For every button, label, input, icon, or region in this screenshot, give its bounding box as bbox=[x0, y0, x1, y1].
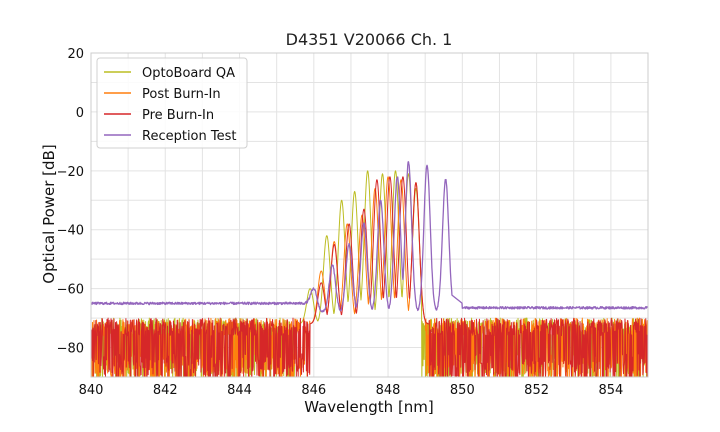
x-tick-label: 846 bbox=[301, 383, 326, 398]
series-layer bbox=[91, 161, 648, 377]
y-tick-label: −60 bbox=[57, 283, 84, 298]
y-tick-label: −40 bbox=[57, 224, 84, 239]
y-tick-label: −20 bbox=[57, 165, 84, 180]
plot-frame bbox=[90, 52, 649, 378]
legend-label-optoboard-qa: OptoBoard QA bbox=[142, 66, 235, 81]
legend-label-reception-test: Reception Test bbox=[142, 129, 236, 144]
x-tick-label: 844 bbox=[227, 383, 252, 398]
series-line-reception-test bbox=[91, 161, 648, 313]
x-tick-label: 850 bbox=[450, 383, 475, 398]
x-tick-label: 848 bbox=[376, 383, 401, 398]
legend-box bbox=[96, 57, 248, 149]
chart-title: D4351 V20066 Ch. 1 bbox=[286, 30, 453, 49]
x-tick-label: 852 bbox=[524, 383, 549, 398]
legend-label-post-burn-in: Post Burn-In bbox=[142, 87, 221, 102]
legend-label-pre-burn-in: Pre Burn-In bbox=[142, 108, 214, 123]
x-axis-label: Wavelength [nm] bbox=[304, 398, 434, 416]
x-tick-labels: 840 842 844 846 848 850 852 854 bbox=[79, 383, 624, 398]
x-tick-label: 854 bbox=[598, 383, 623, 398]
x-tick-label: 840 bbox=[79, 383, 104, 398]
y-tick-labels: 20 0 −20 −40 −60 −80 bbox=[57, 47, 84, 357]
y-tick-label: 0 bbox=[76, 106, 84, 121]
y-tick-label: −80 bbox=[57, 342, 84, 357]
x-tick-label: 842 bbox=[153, 383, 178, 398]
y-axis-label: Optical Power [dB] bbox=[40, 144, 58, 283]
y-tick-label: 20 bbox=[67, 47, 84, 62]
legend: OptoBoard QA Post Burn-In Pre Burn-In Recep… bbox=[96, 57, 248, 149]
